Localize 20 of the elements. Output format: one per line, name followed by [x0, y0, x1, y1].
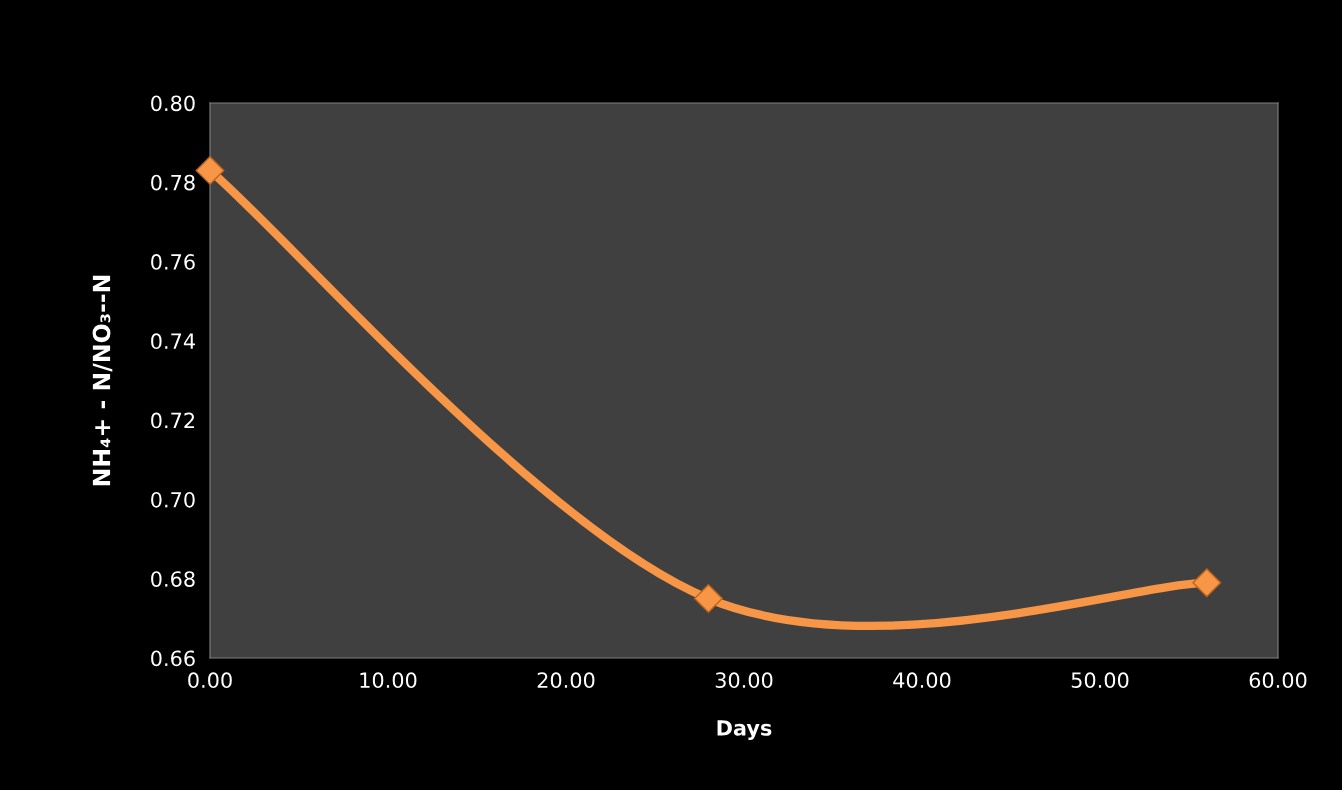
x-tick-label: 10.00 [360, 672, 417, 689]
y-tick-label: 0.72 [151, 412, 195, 429]
x-tick-label: 30.00 [715, 672, 773, 689]
x-tick-label: 40.00 [893, 672, 951, 689]
y-tick-label: 0.80 [151, 95, 195, 112]
y-tick-label: 0.76 [151, 254, 195, 270]
y-tick-label: 0.74 [151, 333, 195, 350]
y-tick-label: 0.68 [151, 571, 195, 587]
x-axis-title: Days [717, 720, 772, 740]
x-tick-label: 0.00 [188, 672, 232, 689]
x-tick-label: 50.00 [1071, 672, 1129, 689]
point [693, 584, 723, 613]
x-tick-label: 60.00 [1249, 672, 1307, 689]
y-axis-title: NH₄+ - N/NO₃--N [92, 275, 113, 486]
point [1192, 568, 1222, 598]
x-tick-label: 20.00 [537, 672, 595, 689]
point [195, 155, 225, 185]
y-tick-label: 0.78 [151, 174, 195, 191]
y-tick-label: 0.70 [151, 491, 195, 508]
y-tick-label: 0.66 [151, 650, 195, 667]
